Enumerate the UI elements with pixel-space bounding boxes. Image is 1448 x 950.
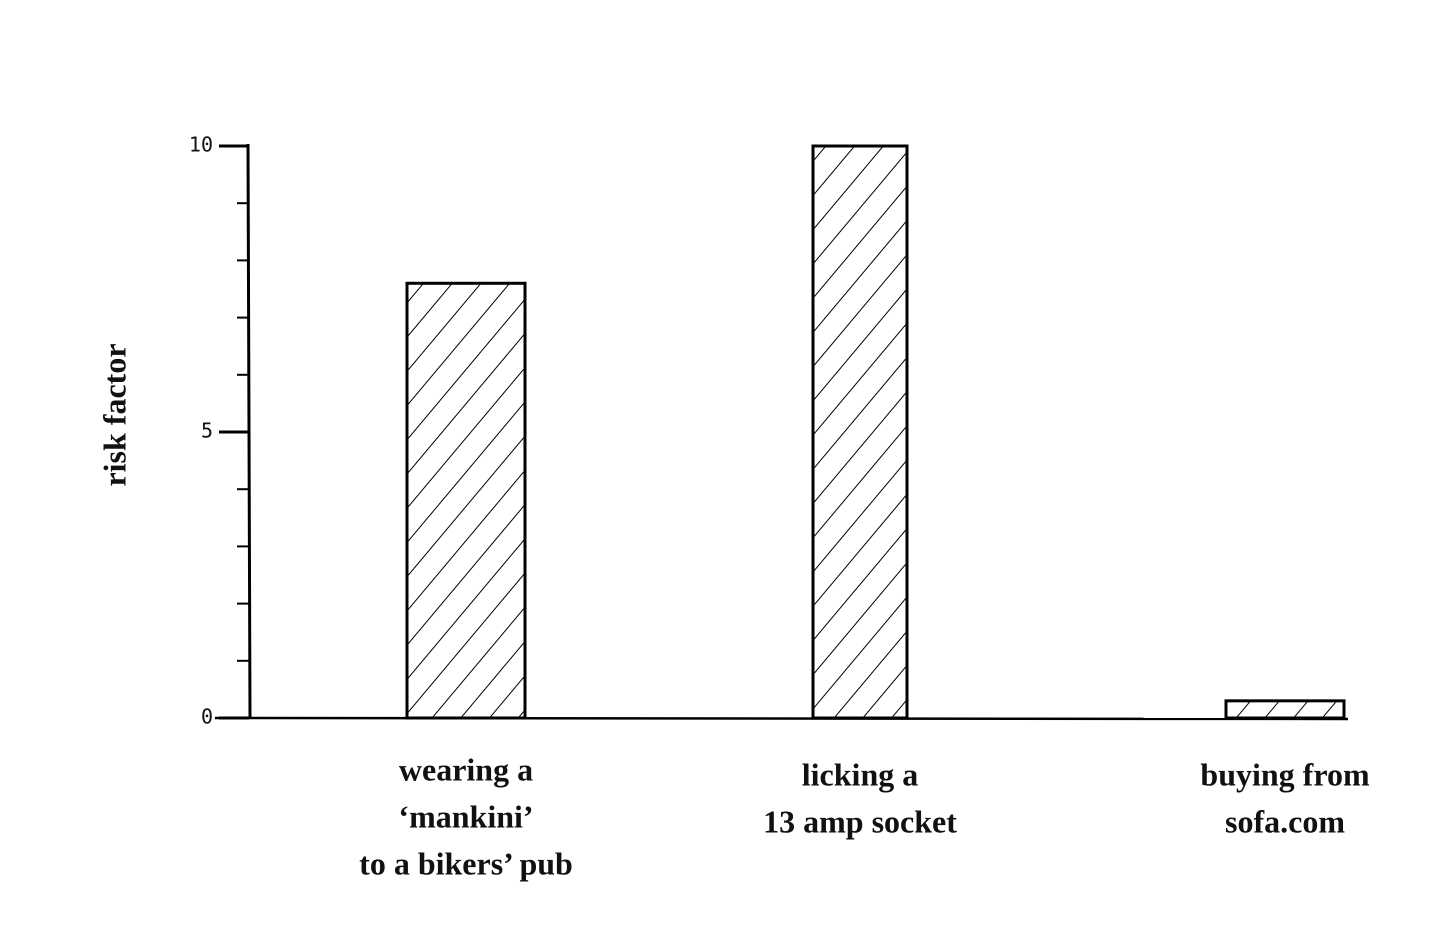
y-axis-label: risk factor — [96, 343, 132, 486]
x-tick-label: licking a — [802, 756, 918, 792]
x-tick-label: to a bikers’ pub — [359, 845, 573, 881]
y-tick-label: 5 — [201, 419, 213, 443]
bar — [405, 281, 527, 720]
y-tick-label: 0 — [201, 705, 213, 729]
bar — [1224, 699, 1346, 720]
bar — [811, 144, 909, 720]
x-tick-label: 13 amp socket — [763, 803, 957, 839]
x-axis — [214, 716, 1349, 721]
x-tick-label: ‘mankini’ — [398, 798, 533, 834]
x-tick-label: sofa.com — [1225, 803, 1345, 839]
y-tick-label: 10 — [189, 133, 213, 157]
x-tick-label: wearing a — [399, 751, 533, 787]
x-tick-label: buying from — [1200, 756, 1370, 792]
